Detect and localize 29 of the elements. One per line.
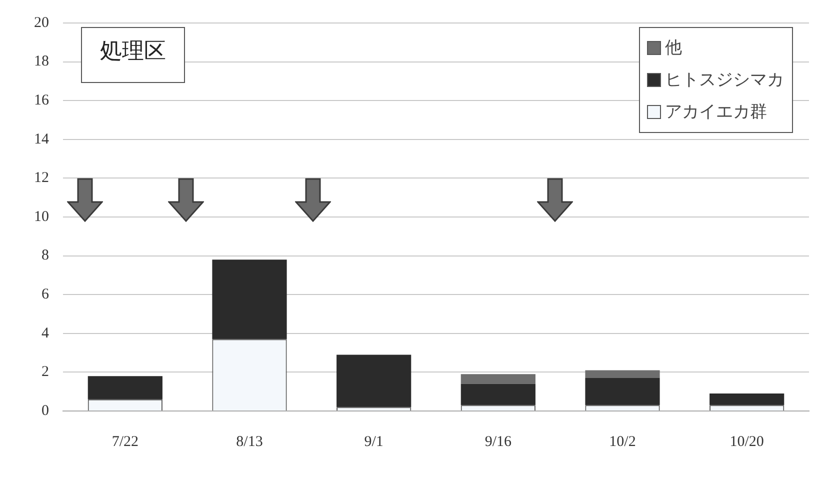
x-tick-label: 9/1 [364,434,384,450]
y-tick-label: 12 [34,170,49,186]
legend-label: 他 [664,37,683,60]
x-tick-label: 10/2 [609,434,636,450]
y-tick-label: 0 [42,402,49,419]
bar [460,384,536,406]
x-tick-label: 10/20 [730,434,764,450]
x-tick-label: 8/13 [236,434,263,450]
y-tick-label: 8 [42,248,49,264]
text: 処理区 [81,27,185,83]
bar [336,354,412,408]
y-tick-label: 10 [34,208,49,225]
x-tick-label: 9/16 [484,434,512,450]
x-tick-label: 7/22 [112,434,139,450]
y-tick-label: 18 [34,54,49,70]
y-tick-label: 2 [42,364,49,380]
legend-label: アカイエカ群 [664,101,768,124]
bar [460,374,536,384]
y-tick-label: 4 [42,325,50,342]
bar [585,370,660,378]
bar [88,376,162,400]
y-tick-label: 16 [34,92,50,109]
bar [585,378,660,406]
y-tick-label: 14 [34,131,50,148]
bar [212,260,287,340]
y-tick-label: 20 [34,14,49,31]
bar [710,394,784,406]
y-tick-label: 6 [42,286,50,303]
legend-label: ヒトスジシマカ [664,69,784,92]
